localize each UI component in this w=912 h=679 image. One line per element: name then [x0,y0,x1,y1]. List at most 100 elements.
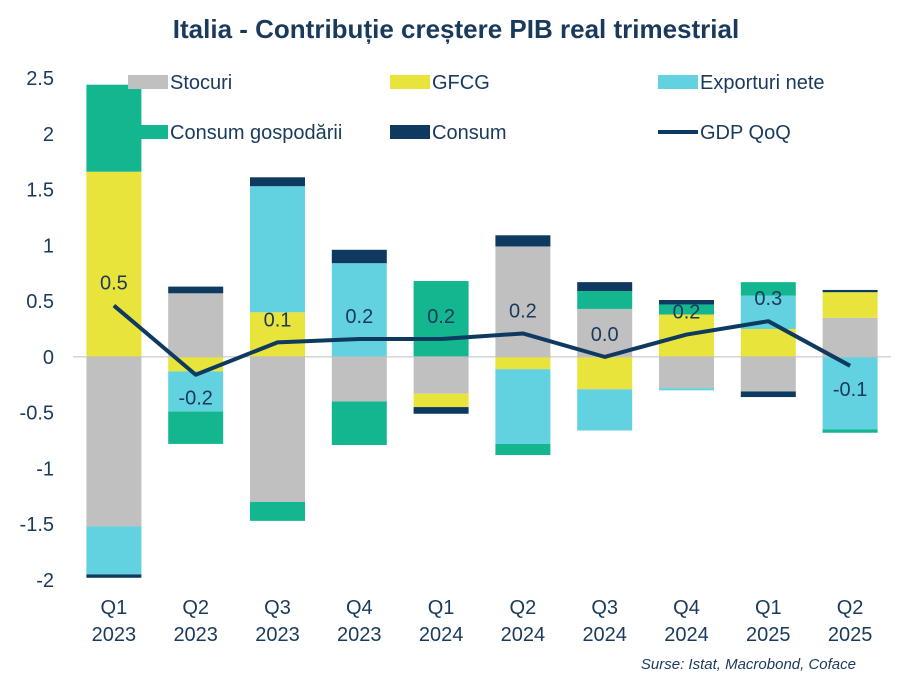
bar-consum-3 [331,249,387,264]
gdp-qoq-data-label: 0.2 [509,300,537,322]
legend-label-gfcg: GFCG [432,72,490,94]
x-tick-label-quarter: Q3 [591,597,618,619]
gdp-qoq-data-label: 0.2 [673,302,701,324]
bar-consum-gospod-rii-4 [413,281,469,357]
bar-consum-gospod-rii-7 [659,304,714,315]
x-tick-label-year: 2025 [828,624,873,646]
x-tick-label-year: 2023 [255,624,300,646]
bar-consum-gospod-rii-2 [250,501,305,521]
bar-consum-7 [659,299,714,305]
bar-stocuri-7 [659,356,714,389]
legend-swatch-gfcg [390,75,430,89]
gdp-qoq-data-label: -0.2 [178,388,212,410]
legend-label-stocuri: Stocuri [170,72,232,94]
bar-consum-5 [495,235,551,247]
y-tick-label: 2 [43,124,54,146]
x-tick-label-year: 2024 [664,624,709,646]
bar-exporturi-nete-0 [86,526,142,575]
legend-label-consum: Consum [432,122,506,144]
gdp-qoq-line [112,304,852,377]
bar-consum-8 [740,391,796,398]
legend-swatch-consum [390,125,430,139]
y-tick-label: -1 [36,458,54,480]
x-tick-label-quarter: Q3 [264,597,291,619]
x-tick-label-quarter: Q1 [101,597,128,619]
legend-swatch-consum-gospod-rii [128,125,168,139]
bar-gfcg-9 [822,292,878,318]
bar-stocuri-8 [740,356,796,392]
gdp-qoq-data-label: 0.5 [100,273,128,295]
gdp-qoq-data-label: 0.2 [345,306,373,328]
legend-label-consum-gospod-rii: Consum gospodării [170,122,342,144]
y-tick-label: 0.5 [26,291,54,313]
gdp-qoq-data-label: -0.1 [833,379,867,401]
bar-stocuri-3 [331,356,387,402]
x-tick-label-quarter: Q1 [428,597,455,619]
legend-swatch-exporturi-nete [658,75,698,89]
bar-stocuri-6 [577,308,633,357]
chart-title: Italia - Contribuție creștere PIB real t… [172,14,740,44]
line-layer [112,304,852,377]
bar-exporturi-nete-1 [168,371,224,412]
gdp-qoq-data-label: 0.0 [591,324,619,346]
bar-consum-gospod-rii-1 [168,411,224,444]
x-tick-label-quarter: Q2 [837,597,864,619]
legend: Stocuri GFCG Exporturi nete Consum gospodăr… [128,72,825,144]
legend-swatch-stocuri [128,75,168,89]
x-tick-label-year: 2025 [746,624,791,646]
bars-layer [86,84,878,578]
bar-consum-gospod-rii-9 [822,429,878,433]
bar-gfcg-6 [577,356,633,390]
bar-stocuri-9 [822,317,878,357]
legend-label-exporturi-nete: Exporturi nete [700,72,825,94]
source-note: Surse: Istat, Macrobond, Coface [640,656,856,673]
bar-consum-1 [168,286,224,294]
y-tick-label: 1 [43,235,54,257]
bar-consum-gospod-rii-5 [495,443,551,456]
bar-exporturi-nete-9 [822,356,878,430]
bar-stocuri-2 [250,356,305,502]
bar-gfcg-8 [740,329,796,357]
x-tick-label-quarter: Q2 [182,597,209,619]
x-tick-label-year: 2024 [419,624,464,646]
bar-consum-0 [86,574,142,578]
x-tick-label-quarter: Q4 [346,597,373,619]
y-tick-label: -0.5 [20,403,54,425]
bar-stocuri-0 [86,356,142,527]
bar-stocuri-1 [168,293,224,357]
x-tick-label-quarter: Q2 [510,597,537,619]
x-tick-label-year: 2023 [92,624,137,646]
bar-consum-gospod-rii-8 [740,282,796,296]
x-tick-label-year: 2023 [173,624,218,646]
y-tick-label: 2.5 [26,68,54,90]
bar-exporturi-nete-7 [659,388,714,391]
gdp-qoq-data-label: 0.1 [264,309,292,331]
gdp-qoq-data-label: 0.2 [427,306,455,328]
y-tick-label: -1.5 [20,514,54,536]
y-tick-label: 0 [43,347,54,369]
bar-consum-gospod-rii-3 [331,401,387,446]
axis-layer: 2.5 2 1.5 1 0.5 0 -0.5 -1 -1.5 -2 Q1 2023 Q2 2023 Q3 20… [20,68,891,646]
x-tick-label-quarter: Q1 [755,597,782,619]
x-tick-label-year: 2024 [501,624,546,646]
bar-exporturi-nete-2 [250,186,305,313]
y-tick-label: 1.5 [26,180,54,202]
x-tick-label-quarter: Q4 [673,597,700,619]
x-tick-label-year: 2024 [582,624,627,646]
bar-consum-6 [577,282,633,292]
bar-gfcg-0 [86,171,142,357]
bar-consum-2 [250,177,305,187]
labels-layer: 0.5 -0.2 0.1 0.2 0.2 0.2 0.0 0.2 0.3 -0.1 [100,273,867,410]
x-tick-label-year: 2023 [337,624,382,646]
legend-label-gdp-qoq: GDP QoQ [700,122,791,144]
bar-stocuri-4 [413,356,469,394]
bar-consum-9 [822,289,878,293]
bar-gfcg-4 [413,393,469,408]
bar-exporturi-nete-6 [577,389,633,431]
gdp-qoq-data-label: 0.3 [754,288,782,310]
bar-consum-4 [413,407,469,414]
bar-exporturi-nete-5 [495,369,551,444]
y-tick-label: -2 [36,570,54,592]
bar-consum-gospod-rii-6 [577,291,633,309]
